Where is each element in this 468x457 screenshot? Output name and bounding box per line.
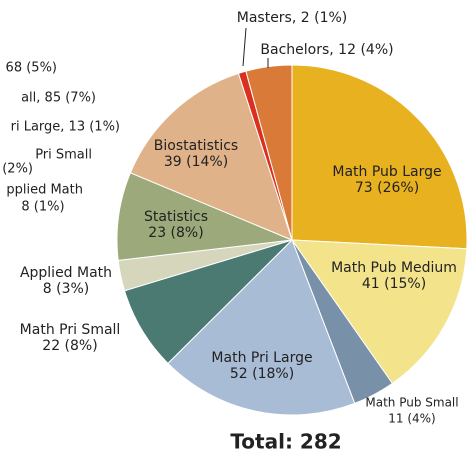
slice-label: Statistics: [144, 209, 208, 225]
cropped-label: all, 85 (7%): [21, 91, 96, 106]
pie-slice: [116, 172, 294, 261]
pie-slice: [167, 239, 356, 416]
slice-label: Masters, 2 (1%): [237, 10, 348, 26]
pie-slice: [291, 239, 468, 385]
slice-label: Math Pub Large: [332, 164, 441, 180]
slice-label: 22 (8%): [42, 338, 97, 354]
cropped-label: ri Large, 13 (1%): [11, 120, 120, 135]
slice-label: 11 (4%): [388, 412, 435, 426]
cropped-label: 68 (5%): [6, 61, 57, 76]
slice-label: 39 (14%): [164, 154, 228, 170]
slice-label: 52 (18%): [230, 366, 294, 382]
slice-label: 23 (8%): [148, 225, 203, 241]
cropped-label: 8 (1%): [21, 200, 64, 215]
slice-label: Biostatistics: [154, 138, 238, 154]
cropped-label: pplied Math: [6, 183, 83, 198]
slice-label: Math Pri Large: [211, 350, 312, 366]
slice-label: Bachelors, 12 (4%): [260, 42, 393, 58]
slice-label: Math Pri Small: [20, 322, 121, 338]
slice-label: Math Pub Small: [365, 396, 458, 410]
slice-label: 41 (15%): [362, 276, 426, 292]
total-label: Total: 282: [230, 430, 341, 454]
cropped-label: Pri Small: [35, 148, 92, 163]
leader-line: [242, 27, 247, 67]
pie-slice: [291, 64, 468, 250]
slice-label: 73 (26%): [355, 180, 419, 196]
slice-label: Math Pub Medium: [331, 260, 457, 276]
cropped-label: 5 (2%): [0, 162, 33, 177]
slice-label: Applied Math: [20, 265, 112, 281]
slice-label: 8 (3%): [43, 281, 90, 297]
pie-slice: [245, 64, 293, 241]
